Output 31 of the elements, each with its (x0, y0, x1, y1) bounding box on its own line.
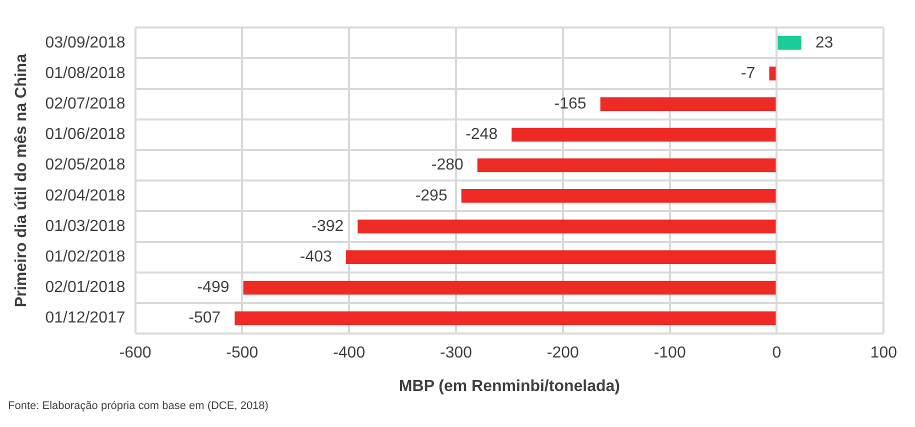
y-tick-label: 01/12/2017 (45, 310, 126, 327)
y-tick-label: 01/02/2018 (45, 248, 126, 266)
source-note: Fonte: Elaboração própria com base em (DCE, 2018) (8, 400, 270, 412)
data-label: -248 (466, 126, 498, 144)
data-label: -165 (554, 96, 586, 113)
y-tick-label: 02/04/2018 (45, 187, 126, 204)
x-tick-label: -100 (654, 344, 686, 362)
y-tick-label: 02/07/2018 (45, 96, 126, 113)
data-label: -392 (312, 218, 344, 235)
x-tick-label: -200 (546, 344, 580, 362)
y-tick-label: 02/05/2018 (45, 156, 126, 174)
x-tick-label: -600 (119, 344, 152, 362)
data-label: -280 (431, 156, 464, 174)
x-tick-label: 100 (870, 344, 898, 362)
data-label: -499 (197, 279, 230, 296)
x-axis-title: MBP (em Renminbi/tonelada) (398, 378, 620, 395)
data-label: -403 (300, 248, 332, 266)
data-label: -7 (741, 64, 756, 82)
y-tick-label: 01/03/2018 (45, 218, 126, 235)
y-axis-title: Primeiro dia útil do mês na China (13, 54, 30, 308)
x-tick-label: 0 (772, 344, 782, 362)
y-tick-label: 02/01/2018 (45, 279, 126, 296)
data-label: 23 (815, 34, 834, 52)
x-tick-label: -400 (333, 344, 366, 362)
data-label: -507 (188, 310, 221, 327)
y-tick-label: 01/06/2018 (45, 126, 126, 144)
data-label: -295 (415, 187, 448, 204)
y-tick-label: 03/09/2018 (45, 34, 126, 52)
x-tick-label: -300 (440, 344, 472, 362)
y-tick-label: 01/08/2018 (45, 64, 126, 82)
x-tick-label: -500 (226, 344, 258, 362)
